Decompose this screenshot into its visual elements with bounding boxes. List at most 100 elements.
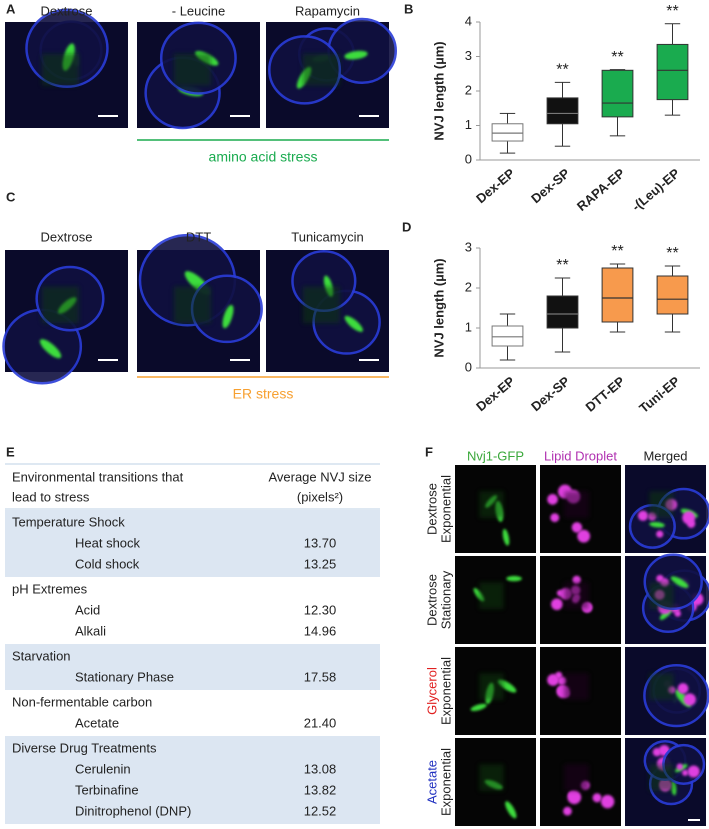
y-tick-label: 1 bbox=[465, 319, 472, 334]
row-label: Dextrose bbox=[424, 574, 439, 626]
group-name: Diverse Drug Treatments bbox=[12, 740, 157, 755]
lipid-droplet bbox=[571, 522, 583, 533]
image-glow bbox=[564, 582, 589, 609]
significance: ** bbox=[666, 245, 678, 262]
lipid-droplet bbox=[656, 574, 664, 583]
box bbox=[601, 267, 634, 323]
micrograph bbox=[137, 233, 263, 372]
row-label: Acid bbox=[75, 602, 100, 617]
row-label: Exponential bbox=[438, 748, 453, 816]
micrograph bbox=[540, 647, 621, 735]
x-tick-label: DTT-EP bbox=[583, 373, 628, 414]
y-tick-label: 0 bbox=[465, 151, 472, 166]
box bbox=[601, 69, 634, 118]
image-glow bbox=[479, 764, 504, 791]
x-tick-label: RAPA-EP bbox=[574, 165, 628, 214]
row-label: Dinitrophenol (DNP) bbox=[75, 803, 191, 818]
x-tick-label: -(Leu)-EP bbox=[629, 165, 683, 214]
nvj-signal bbox=[39, 339, 62, 359]
y-tick-label: 2 bbox=[465, 82, 472, 97]
group-label: amino acid stress bbox=[209, 149, 318, 165]
micrograph bbox=[540, 556, 621, 644]
image-glow bbox=[564, 673, 589, 700]
lipid-droplet bbox=[682, 511, 696, 525]
x-tick-label: Dex-EP bbox=[473, 165, 518, 206]
box bbox=[656, 43, 689, 101]
y-tick-label: 3 bbox=[465, 239, 472, 254]
micrograph bbox=[5, 8, 128, 128]
micrograph bbox=[266, 249, 389, 372]
row-label: Stationary bbox=[438, 570, 453, 629]
y-tick-label: 2 bbox=[465, 279, 472, 294]
lipid-droplet bbox=[674, 610, 681, 617]
row-value: 14.96 bbox=[304, 623, 337, 638]
lipid-droplet bbox=[687, 765, 700, 778]
box bbox=[546, 295, 579, 329]
y-axis-label: NVJ length (µm) bbox=[431, 258, 446, 357]
x-tick-label: Dex-SP bbox=[528, 373, 573, 414]
y-axis-label: NVJ length (µm) bbox=[431, 41, 446, 140]
panel-label: D bbox=[402, 219, 411, 234]
lipid-droplet bbox=[652, 747, 662, 757]
row-label: Exponential bbox=[438, 657, 453, 725]
condition-label: - Leucine bbox=[172, 3, 225, 18]
row-value: 13.82 bbox=[304, 782, 337, 797]
group-name: Temperature Shock bbox=[12, 514, 125, 529]
panel-label: F bbox=[425, 444, 433, 459]
condition-label: Tunicamycin bbox=[291, 229, 363, 244]
image-glow bbox=[564, 764, 589, 791]
header-col2: (pixels²) bbox=[297, 489, 343, 504]
lipid-droplet bbox=[683, 693, 696, 706]
image-glow bbox=[302, 286, 340, 324]
lipid-droplet bbox=[656, 530, 664, 538]
row-label: Heat shock bbox=[75, 535, 141, 550]
row-label: Alkali bbox=[75, 623, 106, 638]
image-glow bbox=[41, 53, 79, 86]
micrograph bbox=[625, 553, 709, 644]
row-value: 13.70 bbox=[304, 535, 337, 550]
nvj-signal bbox=[506, 575, 522, 582]
condition-label: Rapamycin bbox=[295, 3, 360, 18]
condition-label: Dextrose bbox=[40, 229, 92, 244]
box bbox=[656, 275, 689, 315]
box bbox=[491, 325, 524, 347]
y-tick-label: 4 bbox=[465, 13, 472, 28]
lipid-droplet bbox=[577, 529, 591, 543]
nvj-signal bbox=[470, 703, 487, 712]
micrograph bbox=[625, 465, 709, 553]
row-value: 13.08 bbox=[304, 761, 337, 776]
image-glow bbox=[649, 582, 674, 609]
group-band bbox=[5, 644, 380, 690]
micrograph bbox=[266, 17, 397, 128]
row-label: Exponential bbox=[438, 475, 453, 543]
header-col1: Environmental transitions that bbox=[12, 469, 184, 484]
significance: ** bbox=[611, 243, 623, 260]
row-value: 12.30 bbox=[304, 602, 337, 617]
lipid-droplet bbox=[677, 683, 689, 694]
nvj-signal bbox=[344, 50, 368, 60]
image-glow bbox=[649, 491, 674, 518]
lipid-droplet bbox=[572, 575, 581, 585]
row-value: 17.58 bbox=[304, 669, 337, 684]
group-band bbox=[5, 510, 380, 577]
panel-label: C bbox=[6, 189, 16, 204]
image-glow bbox=[649, 673, 674, 700]
row-value: 21.40 bbox=[304, 715, 337, 730]
micrograph bbox=[455, 465, 536, 553]
nvj-signal bbox=[502, 528, 510, 546]
image-glow bbox=[173, 53, 211, 86]
image-glow bbox=[479, 673, 504, 700]
lipid-droplet bbox=[637, 510, 649, 521]
significance: ** bbox=[611, 49, 623, 66]
column-header: Nvj1-GFP bbox=[467, 448, 524, 463]
image-glow bbox=[479, 582, 504, 609]
image-glow bbox=[564, 491, 589, 518]
group-name: Non-fermentable carbon bbox=[12, 694, 152, 709]
nvj-signal bbox=[222, 304, 234, 329]
image-glow bbox=[302, 53, 340, 86]
row-label: Acetate bbox=[75, 715, 119, 730]
panel-label: A bbox=[6, 1, 16, 16]
image-glow bbox=[41, 286, 79, 324]
row-label: Terbinafine bbox=[75, 782, 139, 797]
micrograph bbox=[455, 647, 536, 735]
